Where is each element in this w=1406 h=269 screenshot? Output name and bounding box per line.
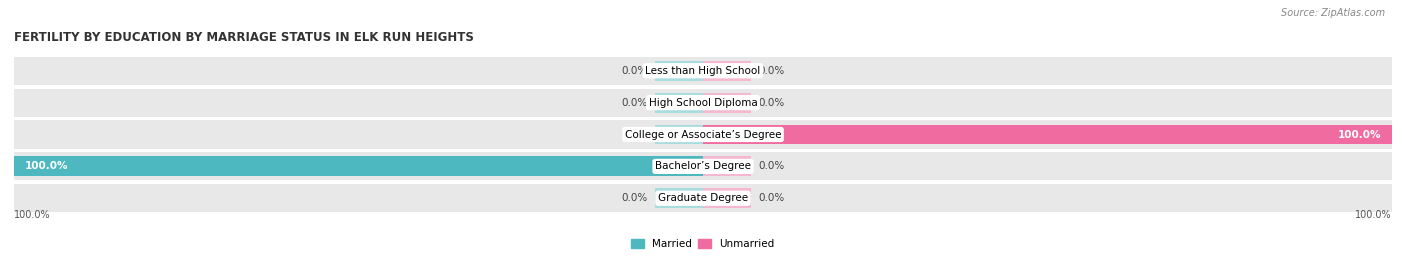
- Text: FERTILITY BY EDUCATION BY MARRIAGE STATUS IN ELK RUN HEIGHTS: FERTILITY BY EDUCATION BY MARRIAGE STATU…: [14, 31, 474, 44]
- Bar: [14, 121, 1392, 148]
- Text: 100.0%: 100.0%: [24, 161, 67, 171]
- Bar: [703, 93, 751, 112]
- Bar: [703, 125, 1392, 144]
- Text: 0.0%: 0.0%: [621, 66, 648, 76]
- Bar: [655, 125, 703, 144]
- Legend: Married, Unmarried: Married, Unmarried: [627, 235, 779, 253]
- Text: Less than High School: Less than High School: [645, 66, 761, 76]
- Bar: [14, 152, 1392, 180]
- Bar: [703, 61, 751, 81]
- Text: 0.0%: 0.0%: [758, 98, 785, 108]
- Text: 0.0%: 0.0%: [758, 66, 785, 76]
- Text: 100.0%: 100.0%: [14, 210, 51, 220]
- Text: 0.0%: 0.0%: [758, 161, 785, 171]
- Bar: [703, 188, 751, 208]
- Text: 0.0%: 0.0%: [621, 193, 648, 203]
- Bar: [655, 188, 703, 208]
- Text: 100.0%: 100.0%: [1355, 210, 1392, 220]
- Bar: [14, 89, 1392, 117]
- Bar: [14, 184, 1392, 212]
- Bar: [703, 157, 751, 176]
- Bar: [14, 157, 703, 176]
- Bar: [14, 57, 1392, 85]
- Text: 100.0%: 100.0%: [1339, 129, 1382, 140]
- Text: High School Diploma: High School Diploma: [648, 98, 758, 108]
- Text: 0.0%: 0.0%: [758, 193, 785, 203]
- Bar: [655, 61, 703, 81]
- Text: 0.0%: 0.0%: [621, 129, 648, 140]
- Text: College or Associate’s Degree: College or Associate’s Degree: [624, 129, 782, 140]
- Text: 0.0%: 0.0%: [621, 98, 648, 108]
- Text: Bachelor’s Degree: Bachelor’s Degree: [655, 161, 751, 171]
- Bar: [655, 93, 703, 112]
- Text: Source: ZipAtlas.com: Source: ZipAtlas.com: [1281, 8, 1385, 18]
- Text: Graduate Degree: Graduate Degree: [658, 193, 748, 203]
